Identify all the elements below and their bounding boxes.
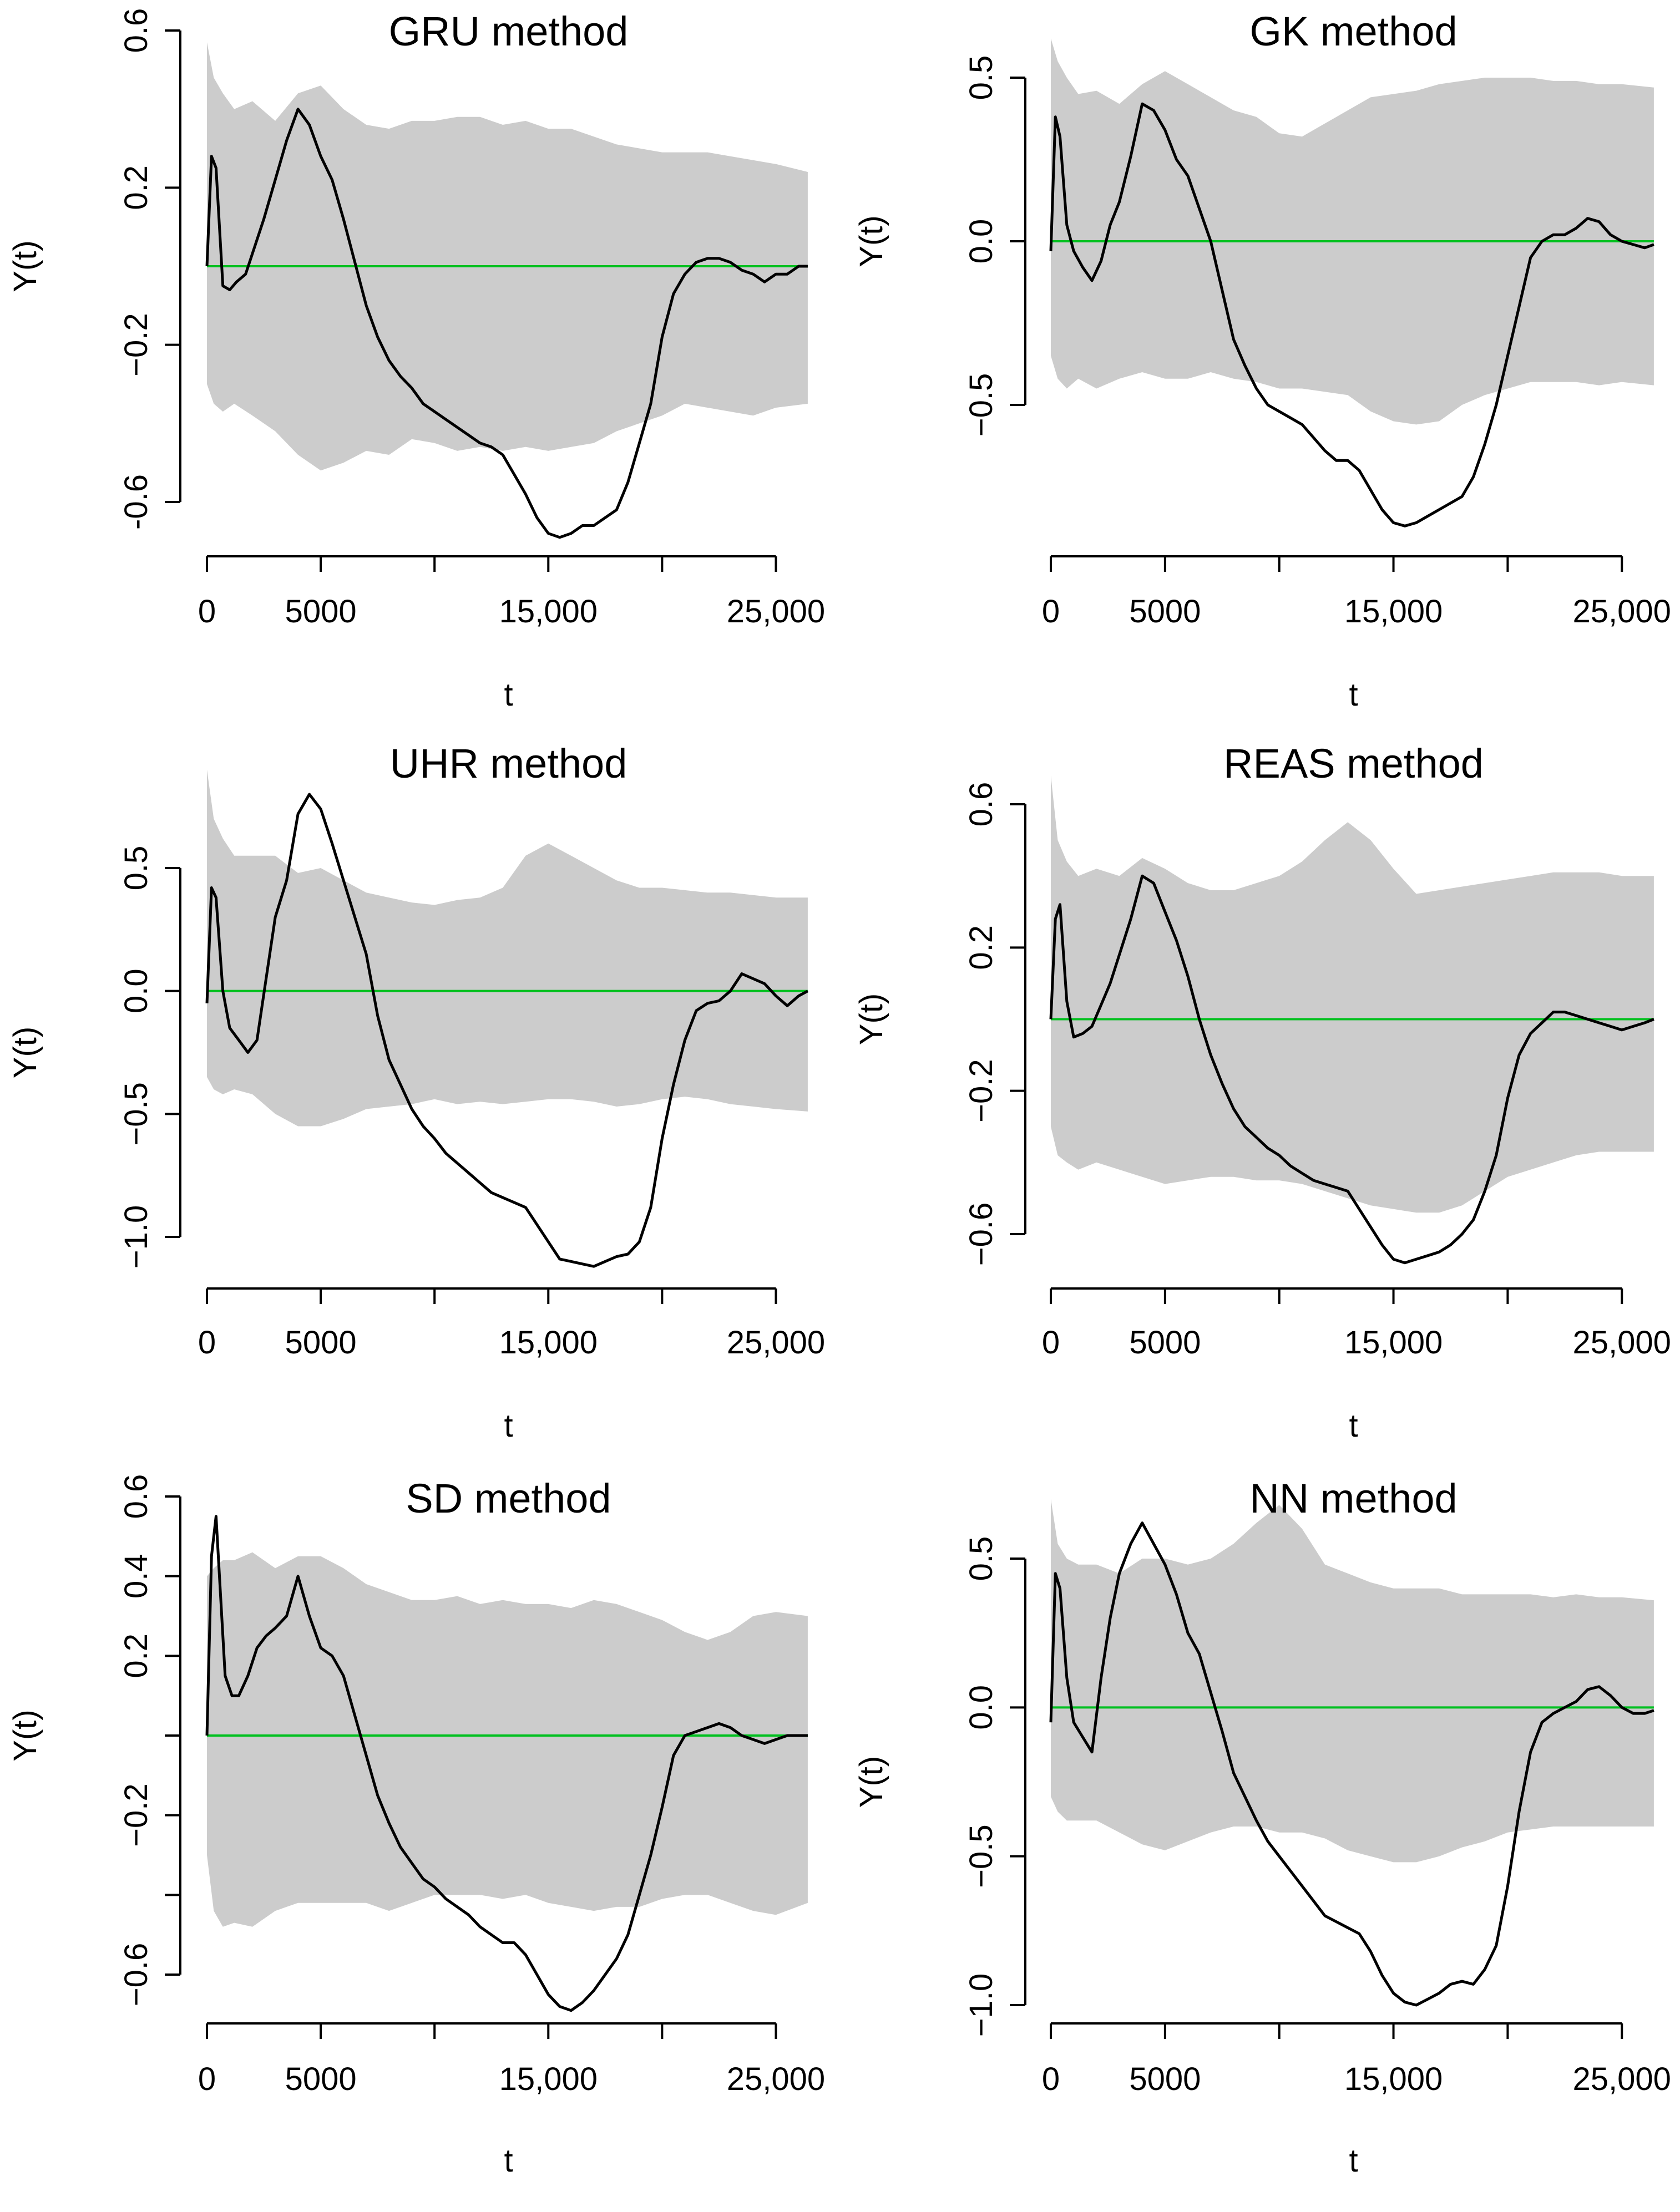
chart-panel: −0.6 −0.2 0.2 0.6 0 5000 15,000 25,000 REAS meth… <box>853 740 1671 1444</box>
x-tick-label: 15,000 <box>1344 1325 1443 1361</box>
y-tick-label: −0.6 <box>118 1943 154 2007</box>
x-tick-label: 5000 <box>285 2061 357 2097</box>
chart-panel: -0.6 −0.2 0.2 0.6 0 5000 15,000 25,000 GRU metho… <box>7 8 825 713</box>
x-tick-label: 0 <box>198 593 216 630</box>
y-tick-label: −0.2 <box>963 1059 999 1123</box>
x-axis-label: t <box>504 677 513 713</box>
x-tick-label: 0 <box>1042 2061 1060 2097</box>
y-axis-label: Y(t) <box>7 240 43 292</box>
y-tick-label: 0.5 <box>118 846 154 891</box>
y-tick-label: 0.6 <box>118 1474 154 1519</box>
series-line <box>205 108 808 539</box>
x-tick-label: 0 <box>1042 1325 1060 1361</box>
y-tick-label: 0.4 <box>118 1554 154 1599</box>
x-axis-label: t <box>1349 2143 1358 2179</box>
x-tick-label: 15,000 <box>499 1325 598 1361</box>
x-tick-label: 5000 <box>1129 593 1201 630</box>
y-tick-label: −0.5 <box>963 1824 999 1888</box>
y-tick-label: −0.2 <box>118 1783 154 1847</box>
y-tick-label: 0.5 <box>963 55 999 100</box>
confidence-band <box>1051 38 1654 425</box>
y-tick-label: 0.6 <box>118 8 154 53</box>
x-tick-label: 15,000 <box>499 593 598 630</box>
chart-title: GK method <box>1249 8 1457 54</box>
x-tick-label: 15,000 <box>1344 2061 1443 2097</box>
y-tick-label: -0.6 <box>118 474 154 530</box>
y-tick-label: 0.5 <box>963 1536 999 1581</box>
confidence-band <box>1051 1499 1654 1863</box>
confidence-band <box>207 1552 808 1927</box>
series-line <box>1049 1521 1654 2007</box>
x-tick-label: 0 <box>198 2061 216 2097</box>
y-axis-label: Y(t) <box>7 1709 43 1761</box>
x-tick-label: 25,000 <box>1573 1325 1671 1361</box>
y-axis-label: Y(t) <box>7 1027 43 1078</box>
y-axis-label: Y(t) <box>853 215 889 267</box>
x-tick-label: 25,000 <box>727 1325 825 1361</box>
x-axis-label: t <box>1349 1408 1358 1444</box>
confidence-band <box>207 42 808 471</box>
y-tick-label: 0.0 <box>963 1685 999 1730</box>
chart-panel: −1.0 −0.5 0.0 0.5 0 5000 15,000 25,000 UHR metho… <box>7 740 825 1444</box>
chart-panel: −0.6 −0.2 0.2 0.4 0.6 0 5000 15,000 25,000 SD met… <box>7 1474 825 2179</box>
y-tick-label: 0.0 <box>118 968 154 1013</box>
chart-title: SD method <box>406 1475 611 1521</box>
x-tick-label: 0 <box>1042 593 1060 630</box>
x-axis-label: t <box>504 2143 513 2179</box>
x-axis-label: t <box>504 1408 513 1444</box>
y-tick-label: 0.2 <box>963 925 999 970</box>
series-line <box>205 793 809 1268</box>
y-tick-label: −1.0 <box>118 1205 154 1269</box>
y-tick-label: 0.0 <box>963 219 999 264</box>
y-tick-label: −0.6 <box>963 1203 999 1266</box>
y-axis-label: Y(t) <box>853 1756 889 1808</box>
x-tick-label: 25,000 <box>727 593 825 630</box>
series-line <box>1049 102 1654 527</box>
x-tick-label: 5000 <box>1129 2061 1201 2097</box>
chart-title: UHR method <box>390 740 628 787</box>
x-tick-label: 25,000 <box>1573 593 1671 630</box>
y-tick-label: −0.5 <box>963 373 999 437</box>
x-tick-label: 25,000 <box>1573 2061 1671 2097</box>
x-tick-label: 5000 <box>285 1325 357 1361</box>
x-tick-label: 15,000 <box>1344 593 1443 630</box>
confidence-band <box>1051 775 1654 1213</box>
x-axis-label: t <box>1349 677 1358 713</box>
x-tick-label: 25,000 <box>727 2061 825 2097</box>
y-axis-label: Y(t) <box>853 993 889 1045</box>
y-tick-label: 0.6 <box>963 782 999 827</box>
y-tick-label: −0.5 <box>118 1082 154 1146</box>
confidence-band <box>207 769 808 1127</box>
chart-title: GRU method <box>389 8 629 54</box>
x-tick-label: 0 <box>198 1325 216 1361</box>
series-line <box>1049 874 1654 1265</box>
x-tick-label: 15,000 <box>499 2061 598 2097</box>
chart-title: REAS method <box>1223 740 1484 787</box>
y-tick-label: −1.0 <box>963 1973 999 2037</box>
chart-title: NN method <box>1249 1475 1457 1521</box>
x-tick-label: 5000 <box>1129 1325 1201 1361</box>
y-tick-label: 0.2 <box>118 165 154 210</box>
y-tick-label: 0.2 <box>118 1633 154 1678</box>
chart-panel: −1.0 −0.5 0.0 0.5 0 5000 15,000 25,000 NN method… <box>853 1475 1671 2179</box>
y-tick-label: −0.2 <box>118 313 154 377</box>
chart-panel: −0.5 0.0 0.5 0 5000 15,000 25,000 GK method t Y(t… <box>853 8 1671 713</box>
series-line <box>205 1515 808 2012</box>
x-tick-label: 5000 <box>285 593 357 630</box>
